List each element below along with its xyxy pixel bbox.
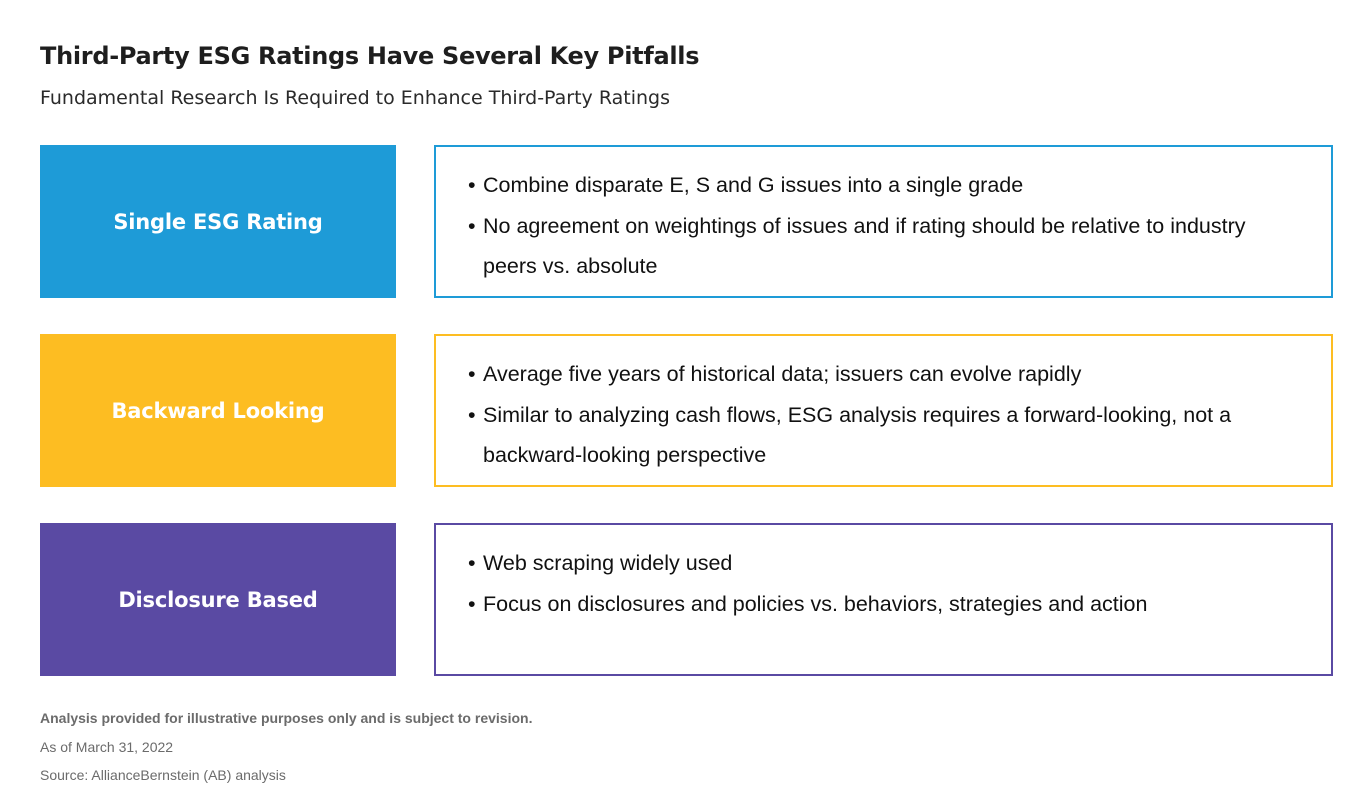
pitfall-label-box: Single ESG Rating (40, 145, 396, 298)
bullet-item: Average five years of historical data; i… (468, 354, 1301, 395)
pitfall-detail-box: Average five years of historical data; i… (434, 334, 1333, 487)
bullet-list: Average five years of historical data; i… (468, 354, 1301, 476)
bullet-item: No agreement on weightings of issues and… (468, 206, 1301, 287)
pitfall-row-disclosure-based: Disclosure Based Web scraping widely use… (40, 523, 1333, 676)
pitfall-label-box: Backward Looking (40, 334, 396, 487)
bullet-list: Web scraping widely used Focus on disclo… (468, 543, 1301, 624)
bullet-item: Web scraping widely used (468, 543, 1301, 584)
bullet-item: Combine disparate E, S and G issues into… (468, 165, 1301, 206)
pitfall-row-backward-looking: Backward Looking Average five years of h… (40, 334, 1333, 487)
footer-date: As of March 31, 2022 (40, 739, 174, 755)
page-subtitle: Fundamental Research Is Required to Enha… (40, 87, 670, 109)
bullet-list: Combine disparate E, S and G issues into… (468, 165, 1301, 287)
footer-source: Source: AllianceBernstein (AB) analysis (40, 767, 286, 783)
bullet-item: Similar to analyzing cash flows, ESG ana… (468, 395, 1301, 476)
pitfall-row-single-esg-rating: Single ESG Rating Combine disparate E, S… (40, 145, 1333, 298)
page-title: Third-Party ESG Ratings Have Several Key… (40, 42, 700, 70)
bullet-item: Focus on disclosures and policies vs. be… (468, 584, 1301, 625)
pitfall-detail-box: Combine disparate E, S and G issues into… (434, 145, 1333, 298)
footer-disclaimer: Analysis provided for illustrative purpo… (40, 710, 533, 726)
pitfall-detail-box: Web scraping widely used Focus on disclo… (434, 523, 1333, 676)
pitfall-label-box: Disclosure Based (40, 523, 396, 676)
